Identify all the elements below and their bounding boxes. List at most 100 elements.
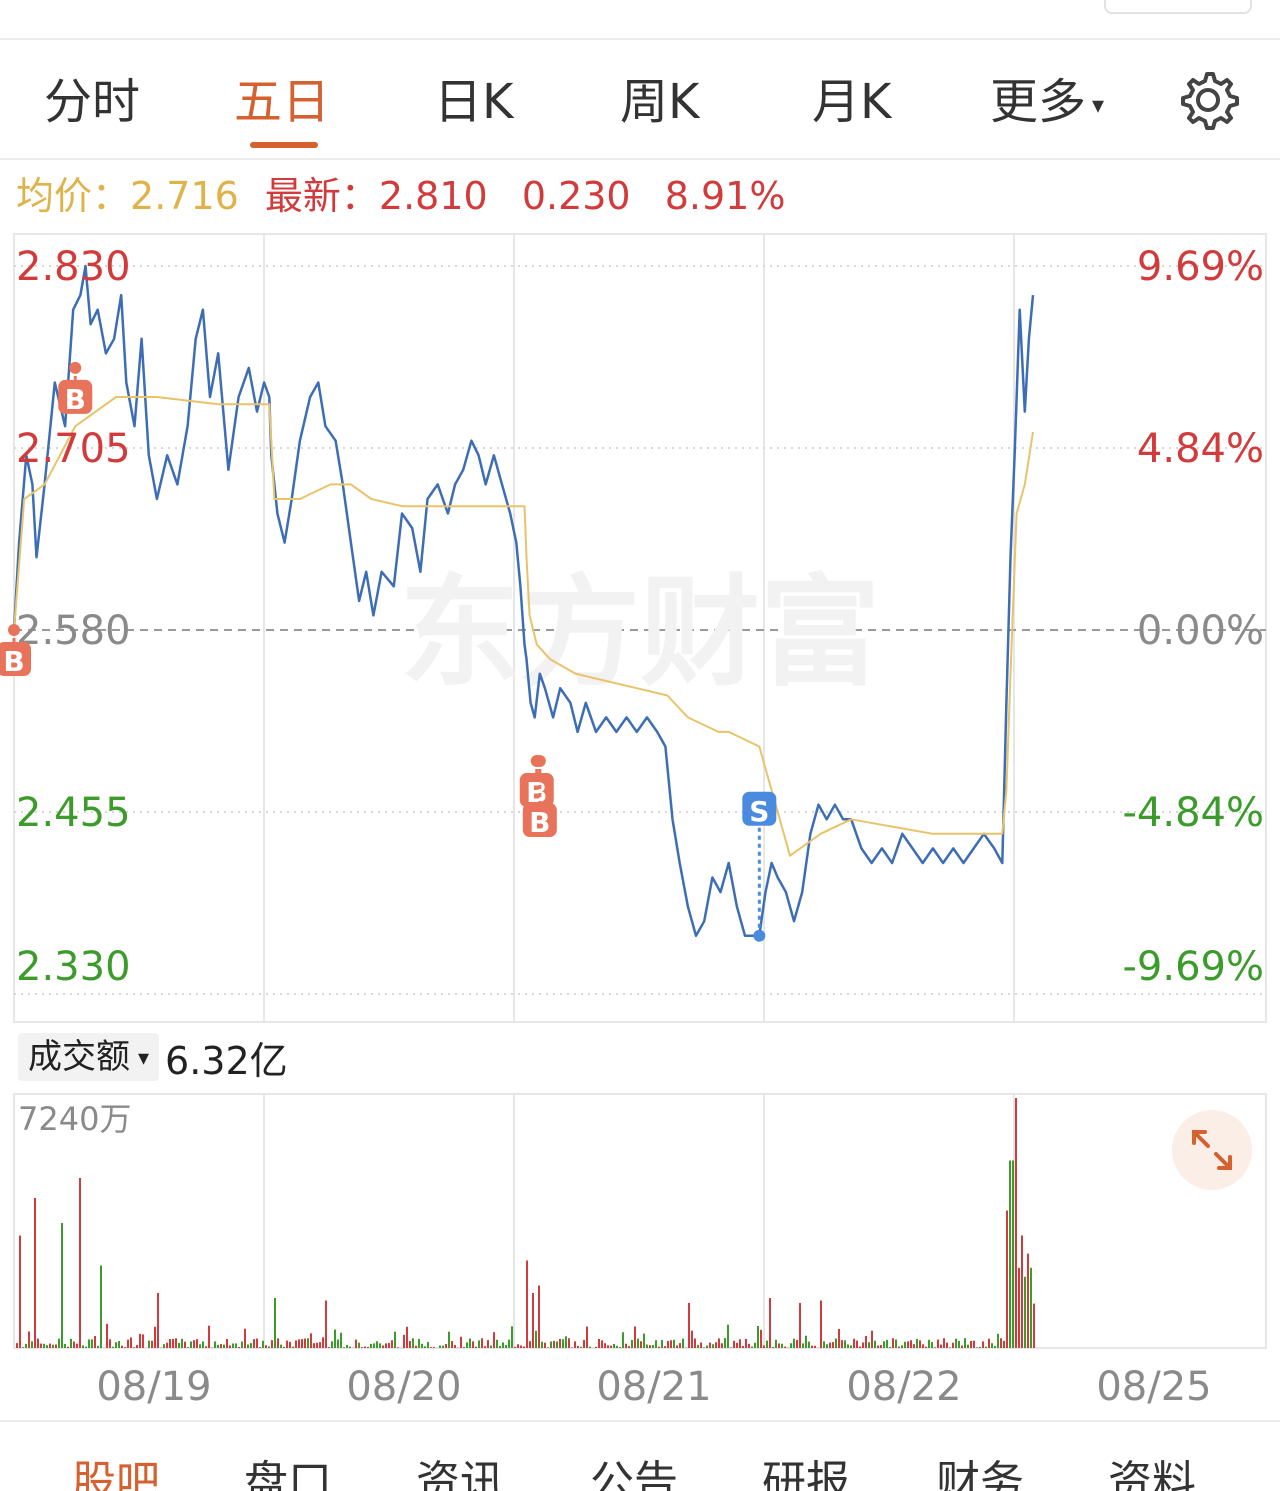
volume-bar bbox=[997, 1334, 999, 1348]
volume-bar bbox=[1012, 1161, 1014, 1349]
volume-bar bbox=[217, 1345, 219, 1348]
volume-bar bbox=[793, 1339, 795, 1348]
latest-price-value: 2.810 bbox=[379, 174, 488, 218]
volume-bar bbox=[124, 1347, 126, 1348]
volume-bar bbox=[280, 1345, 282, 1348]
volume-bar bbox=[625, 1344, 627, 1348]
volume-bar bbox=[433, 1347, 435, 1348]
volume-bar bbox=[745, 1339, 747, 1348]
volume-bar bbox=[214, 1341, 216, 1348]
volume-bar bbox=[466, 1342, 468, 1348]
tab-five-day[interactable]: 五日 bbox=[234, 70, 330, 134]
expand-chart-button[interactable] bbox=[1172, 1110, 1252, 1190]
volume-bar bbox=[523, 1347, 525, 1348]
volume-bar bbox=[532, 1293, 534, 1348]
volume-bar bbox=[307, 1338, 309, 1348]
volume-bar bbox=[1003, 1341, 1005, 1348]
volume-bar bbox=[370, 1344, 372, 1348]
y-pct-label: 0.00% bbox=[1137, 608, 1264, 654]
bottom-tab-news[interactable]: 资讯 bbox=[416, 1446, 504, 1491]
volume-bar bbox=[343, 1347, 345, 1348]
volume-bar bbox=[463, 1347, 465, 1348]
volume-bar bbox=[994, 1346, 996, 1348]
volume-bar bbox=[751, 1347, 753, 1348]
volume-bar bbox=[238, 1347, 240, 1348]
volume-bar bbox=[94, 1336, 96, 1348]
volume-bar bbox=[604, 1343, 606, 1348]
bottom-tab-forum[interactable]: 股吧 bbox=[72, 1446, 160, 1491]
volume-bar bbox=[652, 1345, 654, 1348]
volume-bar bbox=[58, 1339, 60, 1348]
volume-bar bbox=[1009, 1161, 1011, 1349]
volume-bar bbox=[385, 1343, 387, 1348]
volume-bar bbox=[676, 1345, 678, 1348]
tab-intraday[interactable]: 分时 bbox=[44, 70, 140, 134]
volume-bar bbox=[40, 1344, 42, 1348]
volume-bar bbox=[394, 1332, 396, 1348]
bottom-tab-research[interactable]: 研报 bbox=[762, 1446, 850, 1491]
volume-bar bbox=[940, 1345, 942, 1348]
volume-bar bbox=[487, 1340, 489, 1348]
volume-bar bbox=[175, 1338, 177, 1348]
caret-down-icon: ▾ bbox=[138, 1046, 149, 1071]
volume-bar bbox=[886, 1340, 888, 1348]
volume-bar bbox=[862, 1343, 864, 1348]
y-tick-label: 2.830 bbox=[16, 244, 131, 290]
volume-bar bbox=[859, 1347, 861, 1348]
bottom-tab-finance[interactable]: 财务 bbox=[936, 1446, 1024, 1491]
volume-bar bbox=[562, 1339, 564, 1348]
volume-bar bbox=[910, 1340, 912, 1348]
volume-bar bbox=[100, 1266, 102, 1349]
volume-metric-select[interactable]: 成交额▾ bbox=[18, 1033, 159, 1081]
gear-icon[interactable] bbox=[1174, 66, 1242, 134]
bottom-tab-announcements[interactable]: 公告 bbox=[590, 1446, 678, 1491]
volume-bar bbox=[244, 1329, 246, 1348]
volume-bar bbox=[595, 1347, 597, 1348]
volume-bar bbox=[49, 1344, 51, 1348]
volume-bar bbox=[892, 1338, 894, 1348]
x-tick-label: 08/19 bbox=[96, 1364, 211, 1410]
tab-weekly-k[interactable]: 周K bbox=[620, 70, 699, 134]
volume-bar bbox=[907, 1341, 909, 1348]
volume-bar bbox=[766, 1341, 768, 1348]
tab-more[interactable]: 更多▾ bbox=[990, 70, 1104, 134]
tab-daily-k[interactable]: 日K bbox=[434, 70, 513, 134]
volume-bar bbox=[700, 1343, 702, 1348]
volume-bar bbox=[178, 1343, 180, 1348]
volume-bar bbox=[610, 1346, 612, 1348]
volume-bar bbox=[895, 1339, 897, 1348]
volume-bar bbox=[664, 1346, 666, 1348]
volume-bar bbox=[262, 1341, 264, 1348]
volume-bar bbox=[844, 1340, 846, 1348]
volume-bar bbox=[937, 1340, 939, 1348]
volume-bar bbox=[478, 1340, 480, 1348]
volume-bar bbox=[235, 1343, 237, 1348]
avg-price-label: 均价： bbox=[16, 174, 130, 218]
volume-bar bbox=[628, 1346, 630, 1348]
volume-bar bbox=[484, 1346, 486, 1348]
volume-bar bbox=[376, 1341, 378, 1348]
volume-bar bbox=[640, 1341, 642, 1348]
volume-bar bbox=[976, 1347, 978, 1348]
volume-bar bbox=[67, 1347, 69, 1348]
volume-bar bbox=[172, 1339, 174, 1348]
tab-monthly-k[interactable]: 月K bbox=[812, 70, 891, 134]
volume-bar bbox=[709, 1343, 711, 1348]
volume-bar bbox=[247, 1345, 249, 1348]
volume-bar bbox=[979, 1347, 981, 1348]
volume-bar bbox=[31, 1341, 33, 1348]
volume-bar bbox=[586, 1327, 588, 1348]
volume-bar bbox=[19, 1236, 21, 1349]
volume-bar bbox=[727, 1325, 729, 1348]
volume-bar bbox=[445, 1344, 447, 1348]
bottom-tab-order-book[interactable]: 盘口 bbox=[244, 1446, 332, 1491]
bottom-tab-profile[interactable]: 资料 bbox=[1108, 1446, 1196, 1491]
volume-bar bbox=[142, 1334, 144, 1348]
volume-bar bbox=[634, 1326, 636, 1348]
volume-bar bbox=[268, 1346, 270, 1348]
volume-bar bbox=[517, 1344, 519, 1348]
top-bar-button[interactable] bbox=[1104, 0, 1252, 14]
top-bar bbox=[0, 0, 1280, 40]
